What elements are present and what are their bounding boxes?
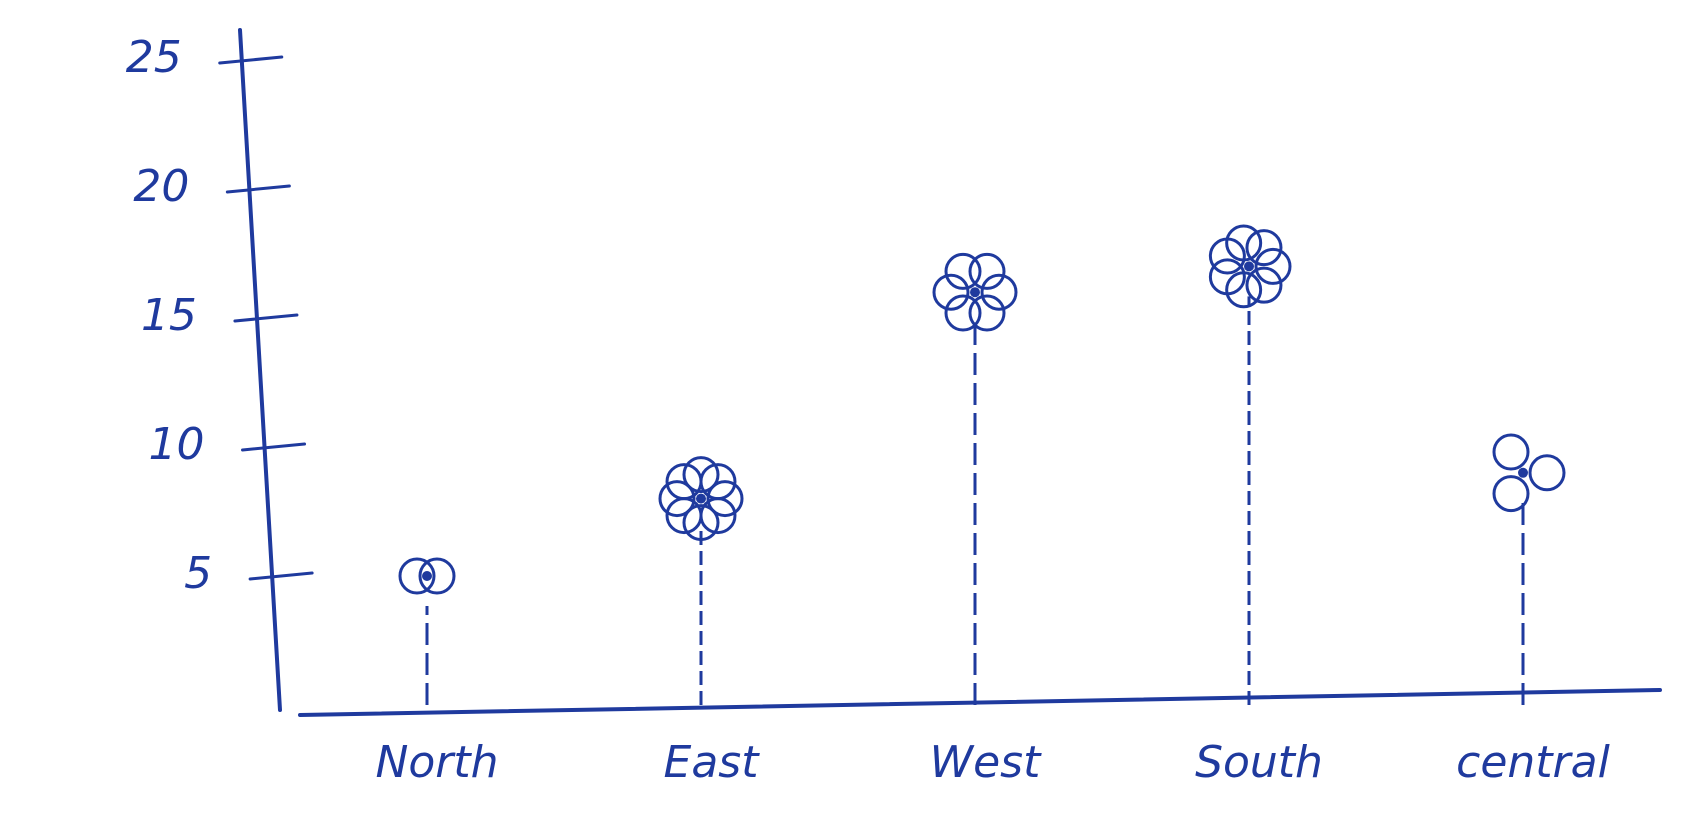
y-tick-label: 20 <box>133 161 189 212</box>
x-tick-label: South <box>1195 737 1323 788</box>
petal <box>682 456 720 494</box>
petal <box>932 273 970 311</box>
petal <box>1254 247 1292 285</box>
x-tick-label: North <box>375 737 498 788</box>
petal <box>418 557 456 595</box>
lollipop-head <box>1492 433 1566 513</box>
petal <box>968 252 1006 290</box>
lollipop-head <box>658 456 744 542</box>
petal <box>398 557 436 595</box>
lollipop-head <box>932 252 1018 332</box>
y-tick <box>233 313 299 323</box>
petal <box>682 504 720 542</box>
petal <box>980 273 1018 311</box>
petal <box>968 294 1006 332</box>
y-tick-label: 10 <box>149 419 205 470</box>
petal <box>658 480 696 518</box>
petal <box>1208 258 1246 296</box>
y-tick <box>248 571 314 581</box>
y-tick <box>225 184 291 194</box>
y-tick <box>218 55 284 65</box>
x-tick-label: East <box>664 737 761 788</box>
y-tick-label: 25 <box>126 32 182 83</box>
y-tick <box>241 442 307 452</box>
lollipop-point <box>1244 261 1254 272</box>
x-tick-label: West <box>930 737 1043 788</box>
petal <box>699 463 737 501</box>
lollipop-head <box>1208 224 1292 309</box>
lollipop-point <box>970 287 980 298</box>
y-tick-label: 5 <box>184 548 212 599</box>
petal <box>1225 224 1263 262</box>
lollipop-point <box>696 493 706 504</box>
lollipop-point <box>422 571 432 581</box>
petal <box>1245 266 1283 304</box>
petal <box>1492 433 1530 471</box>
y-axis <box>238 28 282 712</box>
petal <box>1528 454 1566 492</box>
petal <box>944 294 982 332</box>
petal <box>706 480 744 518</box>
x-tick-label: central <box>1456 737 1610 788</box>
petal <box>1245 229 1283 267</box>
lollipop-head <box>398 557 456 595</box>
petal <box>1492 475 1530 513</box>
x-axis <box>298 688 1662 717</box>
petal <box>944 252 982 290</box>
y-tick-label: 15 <box>141 290 197 341</box>
lollipop-point <box>1518 467 1528 478</box>
